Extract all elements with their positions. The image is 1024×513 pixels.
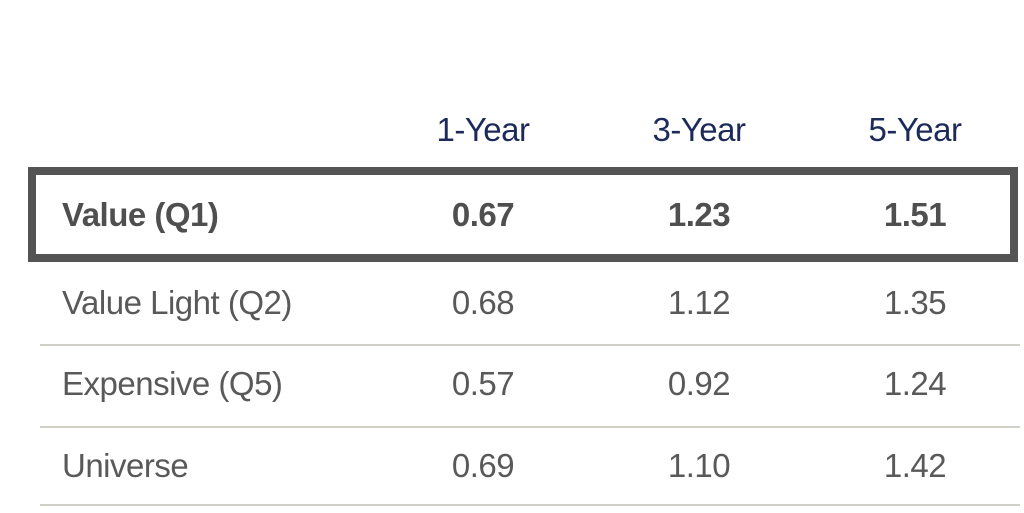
cell-5-year: 1.51 [883, 195, 947, 233]
table-row-value-light-q2: Value Light (Q2) 0.68 1.12 1.35 [0, 281, 1023, 325]
cell-5-year: 1.42 [883, 447, 947, 484]
row-divider [40, 504, 1020, 506]
cell-1-year: 0.69 [451, 447, 515, 484]
cell-1-year: 0.67 [451, 195, 515, 233]
column-header-1-year: 1-Year [436, 111, 530, 148]
cell-3-year: 1.23 [667, 195, 731, 233]
cell-1-year: 0.68 [451, 284, 515, 321]
column-header-3-year: 3-Year [652, 111, 746, 148]
column-header-5-year: 5-Year [868, 111, 962, 148]
row-label: Value Light (Q2) [62, 284, 292, 321]
table-row-value-q1: Value (Q1) 0.67 1.23 1.51 [36, 175, 1023, 254]
cell-3-year: 0.92 [667, 365, 731, 402]
cell-1-year: 0.57 [451, 365, 515, 402]
cell-3-year: 1.12 [667, 284, 731, 321]
row-label: Value (Q1) [62, 195, 219, 233]
table-row-universe: Universe 0.69 1.10 1.42 [0, 444, 1023, 488]
highlight-box: Value (Q1) 0.67 1.23 1.51 [28, 167, 1018, 262]
row-label: Expensive (Q5) [62, 365, 283, 402]
table-header-row: 1-Year 3-Year 5-Year [0, 108, 1023, 152]
row-divider [40, 344, 1020, 346]
cell-5-year: 1.35 [883, 284, 947, 321]
row-divider [40, 426, 1020, 428]
cell-3-year: 1.10 [667, 447, 731, 484]
cell-5-year: 1.24 [883, 365, 947, 402]
table-row-expensive-q5: Expensive (Q5) 0.57 0.92 1.24 [0, 362, 1023, 406]
row-label: Universe [62, 447, 189, 484]
